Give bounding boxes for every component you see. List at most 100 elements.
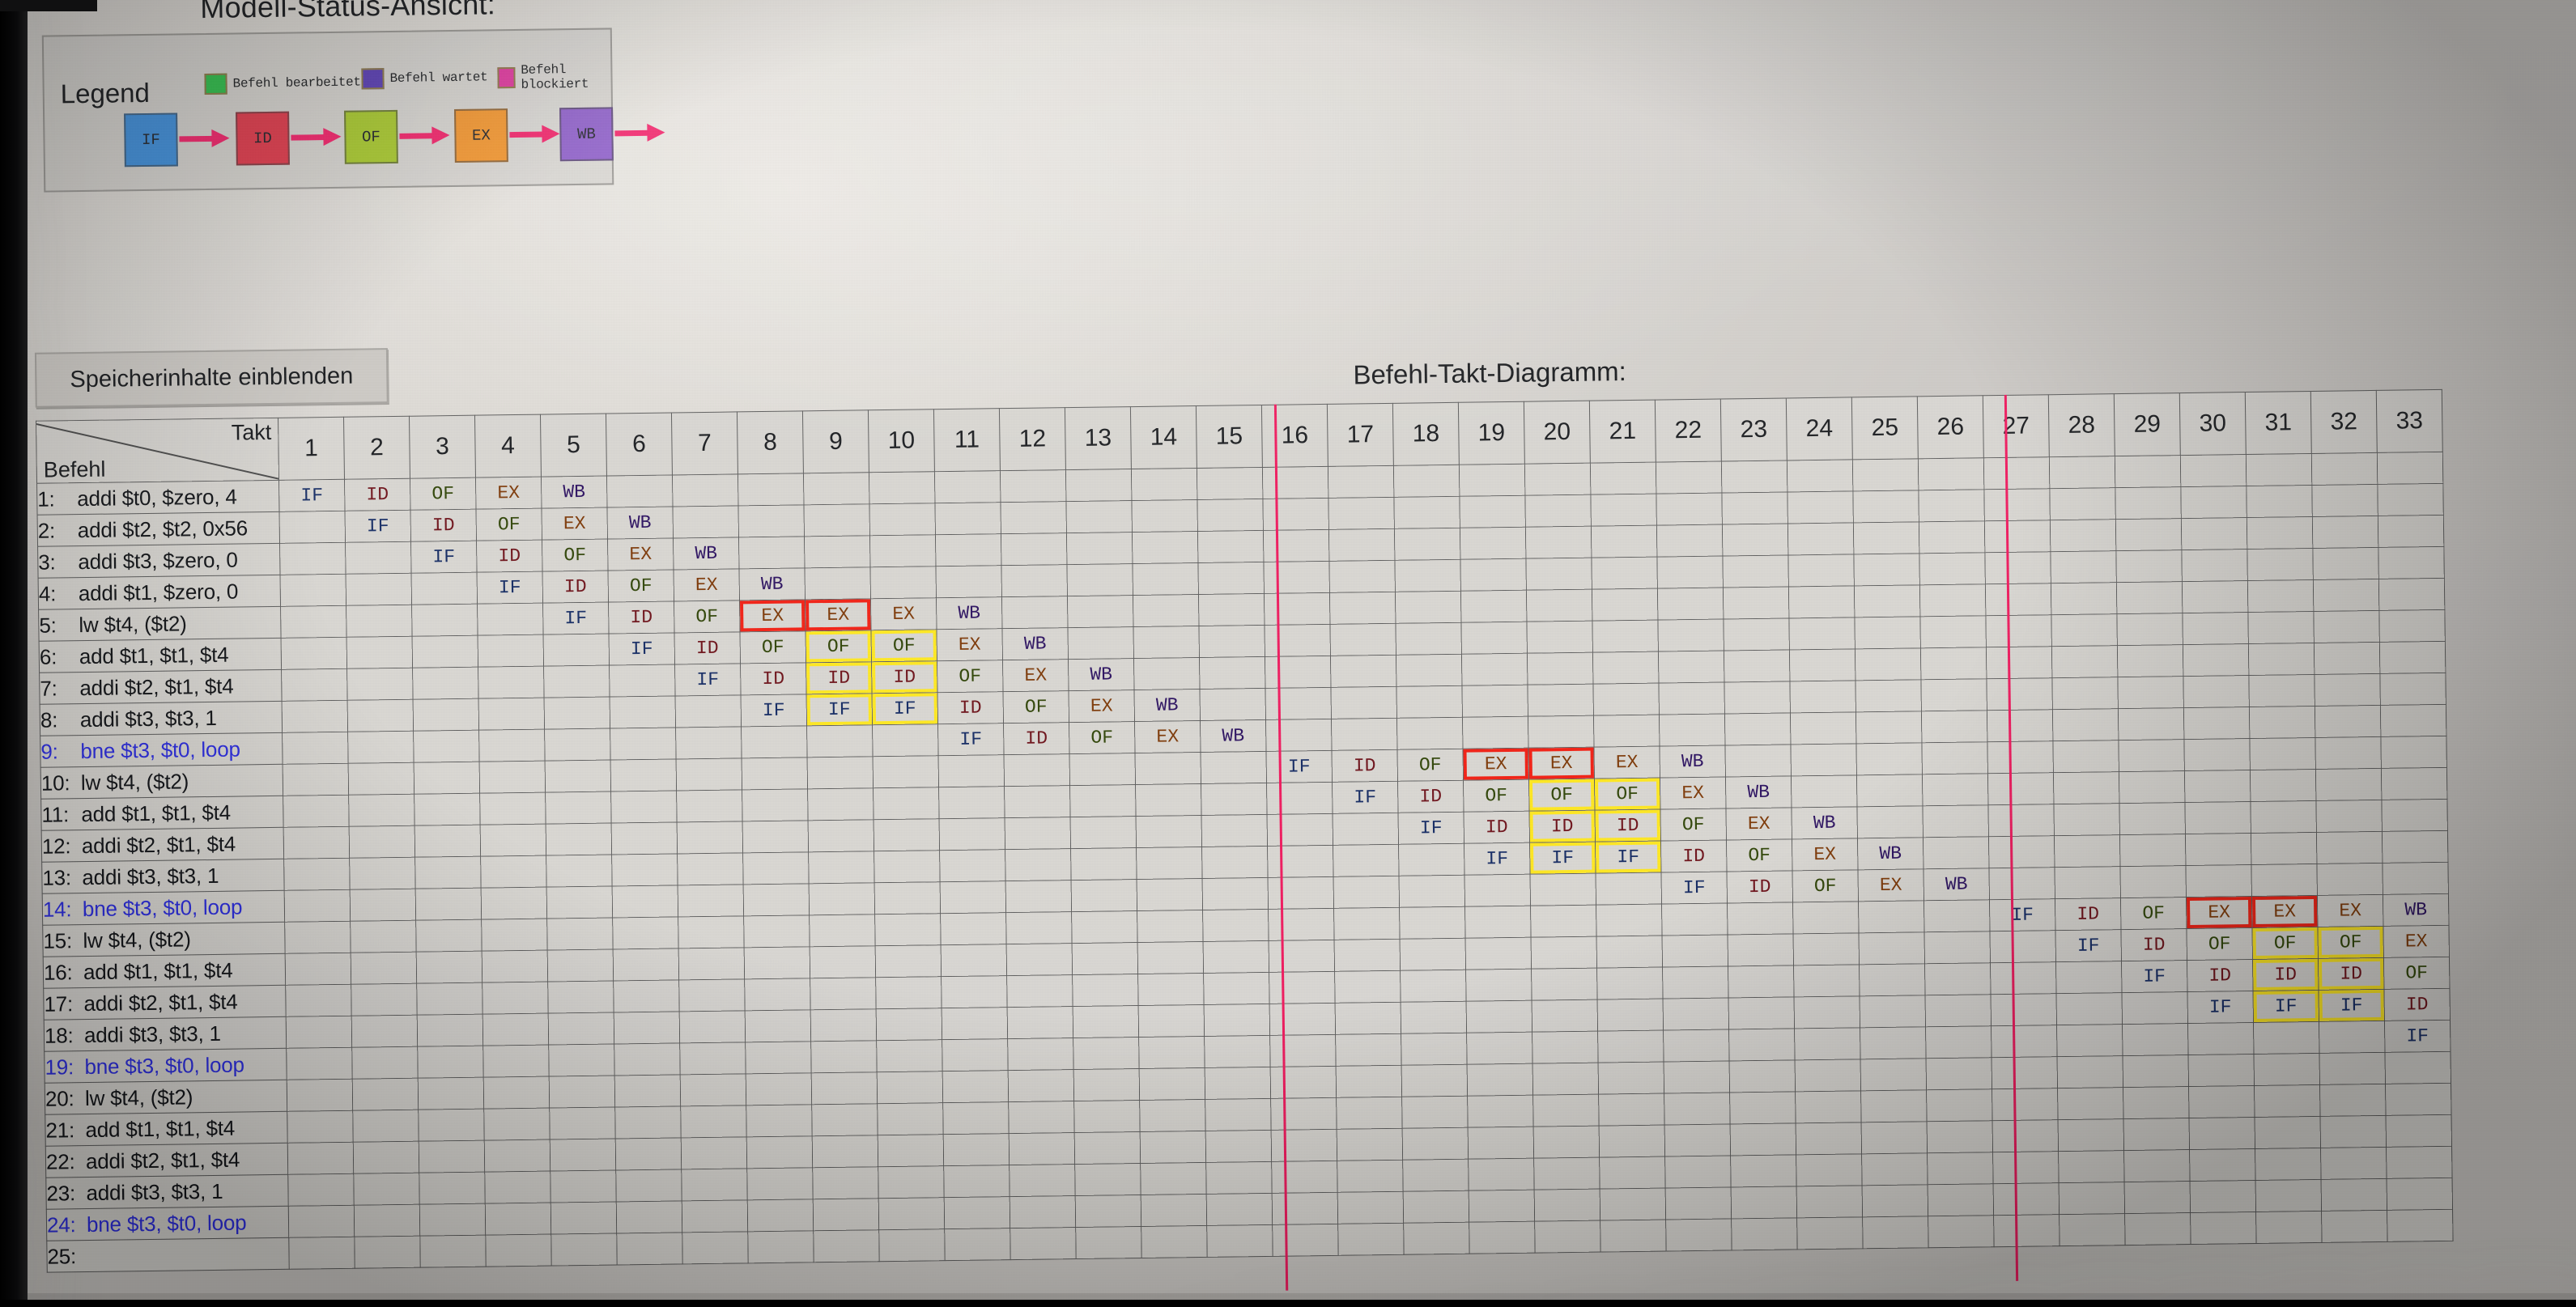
cycle-header-23[interactable]: 23 [1720,397,1787,462]
pipeline-cell-empty[interactable] [1590,462,1656,495]
pipeline-cell-empty[interactable] [1920,678,1987,711]
pipeline-cell-empty[interactable] [2255,1211,2323,1244]
pipeline-cell-empty[interactable] [1987,740,2054,774]
pipeline-cell-empty[interactable] [1918,489,1985,522]
pipeline-cell-empty[interactable] [614,1042,681,1076]
pipeline-cell-empty[interactable] [878,1165,945,1199]
pipeline-cell-ex[interactable]: EX [870,597,937,630]
pipeline-cell-empty[interactable] [1262,466,1328,499]
pipeline-cell-empty[interactable] [1596,936,1663,969]
pipeline-cell-empty[interactable] [2385,1083,2451,1116]
cycle-header-27[interactable]: 27 [1983,394,2050,458]
pipeline-cell-empty[interactable] [281,637,347,670]
pipeline-cell-empty[interactable] [2049,487,2116,520]
pipeline-cell-empty[interactable] [810,1008,877,1042]
pipeline-cell-empty[interactable] [943,1133,1010,1166]
pipeline-cell-empty[interactable] [485,1203,551,1236]
pipeline-cell-empty[interactable] [287,1079,353,1112]
pipeline-cell-empty[interactable] [1337,1160,1404,1193]
pipeline-cell-empty[interactable] [1992,1119,2059,1152]
pipeline-cell-empty[interactable] [2122,1023,2189,1056]
pipeline-cell-empty[interactable] [1598,1062,1664,1095]
pipeline-cell-empty[interactable] [1988,835,2055,868]
pipeline-cell-empty[interactable] [1330,655,1396,688]
pipeline-cell-empty[interactable] [1328,528,1395,562]
pipeline-cell-empty[interactable] [2250,769,2316,802]
pipeline-cell-empty[interactable] [1007,1006,1073,1039]
pipeline-cell-empty[interactable] [738,473,804,506]
pipeline-cell-empty[interactable] [283,858,351,891]
pipeline-cell-empty[interactable] [742,851,810,885]
pipeline-cell-empty[interactable] [2181,517,2247,550]
pipeline-cell-empty[interactable] [1000,501,1067,534]
cycle-header-20[interactable]: 20 [1524,401,1591,465]
pipeline-cell-empty[interactable] [1461,685,1528,718]
pipeline-cell-empty[interactable] [549,1075,615,1109]
pipeline-cell-empty[interactable] [350,920,417,953]
pipeline-cell-empty[interactable] [2183,738,2251,771]
pipeline-cell-empty[interactable] [1073,1005,1139,1038]
pipeline-cell-empty[interactable] [1731,1217,1798,1250]
pipeline-cell-empty[interactable] [285,984,352,1017]
pipeline-cell-empty[interactable] [876,1039,943,1072]
pipeline-cell-empty[interactable] [1198,625,1265,658]
pipeline-cell-empty[interactable] [2180,486,2247,519]
pipeline-cell-empty[interactable] [1531,968,1598,1001]
pipeline-cell-empty[interactable] [1855,711,1922,744]
pipeline-cell-empty[interactable] [2118,739,2185,772]
pipeline-cell-empty[interactable] [1132,531,1198,564]
pipeline-cell-empty[interactable] [287,1142,354,1175]
pipeline-cell-empty[interactable] [1199,656,1265,690]
pipeline-cell-empty[interactable] [1070,816,1137,849]
pipeline-cell-empty[interactable] [1139,1099,1206,1132]
pipeline-cell-empty[interactable] [1271,1161,1338,1194]
pipeline-cell-empty[interactable] [2320,1147,2387,1180]
pipeline-cell-empty[interactable] [1534,1189,1600,1222]
pipeline-cell-empty[interactable] [1005,848,1072,881]
pipeline-cell-empty[interactable] [1656,493,1723,526]
pipeline-cell-empty[interactable] [1524,463,1591,496]
pipeline-cell-empty[interactable] [610,758,677,792]
pipeline-cell-empty[interactable] [1395,591,1461,624]
pipeline-cell-empty[interactable] [943,1165,1010,1198]
pipeline-cell-empty[interactable] [680,1073,746,1106]
pipeline-cell-empty[interactable] [680,1105,747,1138]
pipeline-cell-empty[interactable] [1137,910,1204,943]
pipeline-cell-empty[interactable] [672,505,739,538]
pipeline-cell-empty[interactable] [1728,996,1795,1029]
pipeline-cell-empty[interactable] [2185,833,2251,866]
pipeline-cell-empty[interactable] [479,792,546,825]
pipeline-cell-empty[interactable] [1005,817,1071,850]
instruction-label-22[interactable]: 22: addi $t2, $t1, $t4 [45,1143,288,1178]
pipeline-cell-empty[interactable] [678,915,745,948]
pipeline-cell-id[interactable]: ID [2252,958,2319,991]
pipeline-cell-empty[interactable] [1460,558,1527,592]
pipeline-cell-empty[interactable] [1138,1036,1205,1069]
pipeline-cell-empty[interactable] [1074,1131,1141,1165]
pipeline-cell-empty[interactable] [2123,1086,2190,1119]
pipeline-cell-empty[interactable] [1135,783,1202,817]
pipeline-cell-empty[interactable] [1004,785,1071,818]
pipeline-cell-empty[interactable] [2255,1116,2321,1149]
pipeline-cell-empty[interactable] [1401,1064,1468,1097]
pipeline-cell-empty[interactable] [2251,832,2317,865]
pipeline-cell-if[interactable]: IF [2121,960,2187,993]
pipeline-cell-empty[interactable] [1467,1095,1534,1128]
pipeline-cell-empty[interactable] [679,1010,746,1043]
cycle-header-25[interactable]: 25 [1851,396,1919,460]
pipeline-cell-empty[interactable] [1596,904,1663,937]
pipeline-cell-empty[interactable] [351,1015,418,1048]
pipeline-cell-empty[interactable] [1265,687,1332,720]
pipeline-cell-empty[interactable] [1992,1088,2059,1121]
pipeline-cell-empty[interactable] [1855,742,1923,775]
instruction-cycle-diagram[interactable]: Takt Befehl 1 2 3 4 5 6 7 8 9 10 11 12 13 14 15 16 17 18 1… [36,388,2576,1307]
pipeline-cell-empty[interactable] [1858,900,1924,933]
pipeline-cell-empty[interactable] [1137,941,1204,974]
pipeline-cell-if[interactable]: IF [872,692,938,725]
pipeline-cell-empty[interactable] [1986,646,2052,679]
pipeline-cell-empty[interactable] [873,787,940,820]
pipeline-cell-wb[interactable]: WB [1068,658,1134,691]
pipeline-cell-empty[interactable] [482,982,549,1015]
pipeline-cell-empty[interactable] [1795,1090,1862,1123]
pipeline-cell-empty[interactable] [1396,685,1463,719]
